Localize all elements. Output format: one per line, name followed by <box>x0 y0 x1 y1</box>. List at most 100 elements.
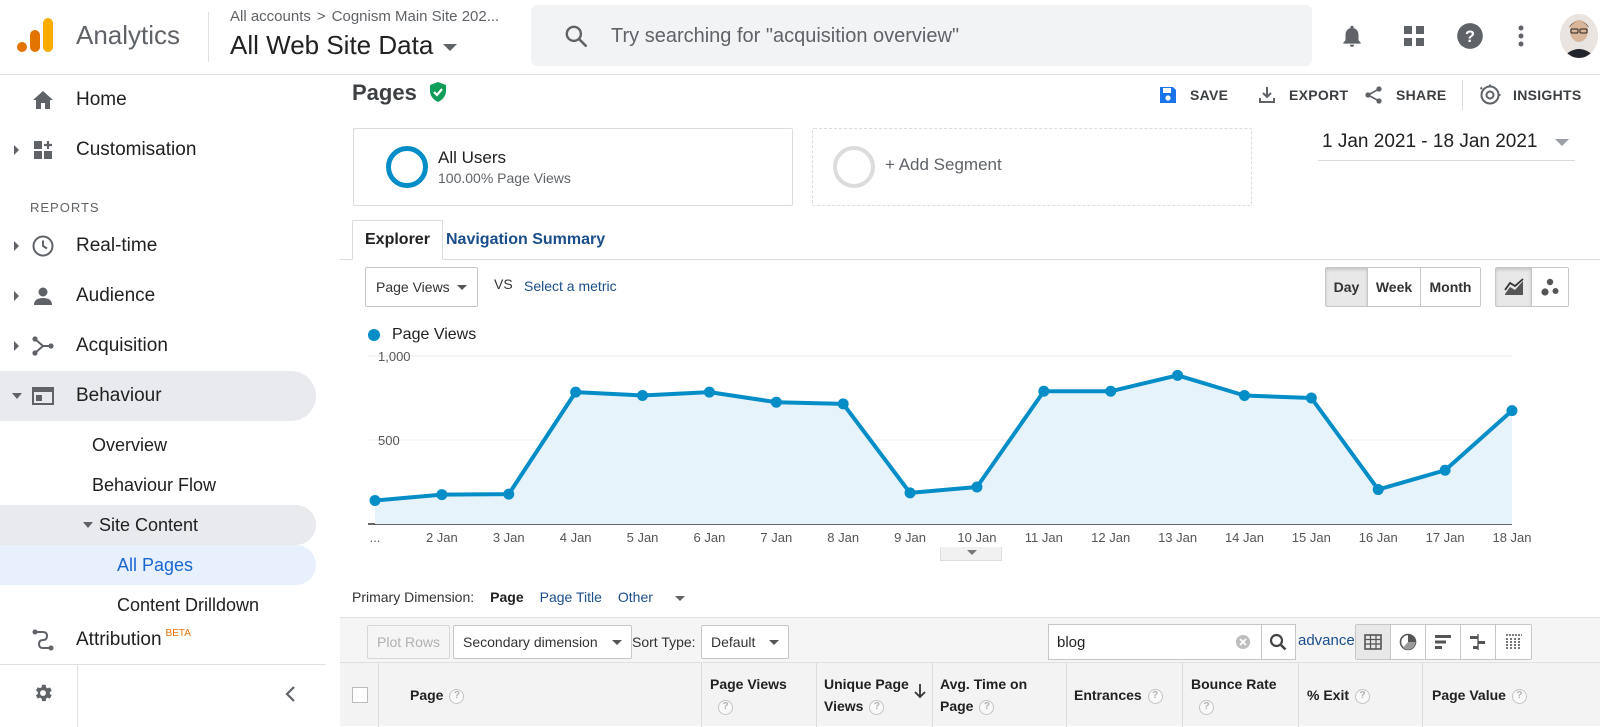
help-question-icon[interactable]: ? <box>1147 688 1163 704</box>
share-button[interactable]: SHARE <box>1364 81 1447 109</box>
sidebar-item-behaviour-flow[interactable]: Behaviour Flow <box>92 474 217 495</box>
search-input[interactable] <box>611 19 1271 53</box>
column-header-bounce-rate[interactable]: Bounce Rate? <box>1191 673 1277 717</box>
help-question-icon[interactable]: ? <box>979 699 995 715</box>
day-button[interactable]: Day <box>1326 268 1368 306</box>
notifications-bell-icon[interactable] <box>1336 20 1368 52</box>
expand-arrow-icon <box>14 145 19 155</box>
help-question-icon[interactable]: ? <box>1199 699 1214 715</box>
column-header-label: Page <box>940 698 974 714</box>
column-header-page-value[interactable]: Page Value? <box>1432 684 1527 706</box>
tab-navigation-summary[interactable]: Navigation Summary <box>446 231 606 248</box>
add-segment-card[interactable]: + Add Segment <box>812 128 1252 206</box>
tab-explorer[interactable]: Explorer <box>352 220 443 260</box>
sidebar-item-home[interactable]: Home <box>0 75 326 125</box>
column-header-avg-time-on-page[interactable]: Avg. Time on Page? <box>940 673 1027 717</box>
view-selector[interactable]: All Web Site Data <box>230 30 458 61</box>
sidebar-item-audience[interactable]: Audience <box>0 271 326 321</box>
column-header-page[interactable]: Page? <box>410 684 465 706</box>
pivot-view-button[interactable] <box>1496 625 1531 659</box>
motion-chart-button[interactable] <box>1532 268 1568 306</box>
sort-descending-arrow-icon[interactable] <box>914 683 926 704</box>
breadcrumb-accounts[interactable]: All accounts <box>230 8 311 25</box>
sidebar-item-all-pages[interactable]: All Pages <box>0 545 316 585</box>
more-vert-icon[interactable] <box>1505 20 1537 52</box>
sidebar-item-overview[interactable]: Overview <box>92 434 168 455</box>
sort-type-select[interactable]: Default <box>701 625 790 659</box>
data-point <box>703 386 715 398</box>
sidebar-item-customisation[interactable]: Customisation <box>0 125 326 175</box>
page-title-text: Pages <box>352 80 417 105</box>
filter-input[interactable] <box>1057 631 1227 653</box>
help-icon[interactable]: ? <box>1454 20 1486 52</box>
select-all-checkbox[interactable] <box>352 687 368 703</box>
table-view-button[interactable] <box>1356 625 1391 659</box>
add-segment-label: + Add Segment <box>885 155 1002 174</box>
collapse-sidebar-chevron-icon[interactable] <box>284 685 296 708</box>
column-header-unique-page-views[interactable]: Unique Page Views? <box>824 673 909 717</box>
month-button[interactable]: Month <box>1421 268 1480 306</box>
segment-card-all-users[interactable]: All Users 100.00% Page Views <box>353 128 793 206</box>
insights-button[interactable]: INSIGHTS <box>1479 81 1582 109</box>
y-tick-label: 1,000 <box>378 349 411 364</box>
export-button[interactable]: EXPORT <box>1257 81 1348 109</box>
search-icon <box>563 23 589 54</box>
column-header-page-views[interactable]: Page Views? <box>710 673 787 717</box>
sidebar-item-realtime[interactable]: Real-time <box>0 221 326 271</box>
column-header-exit[interactable]: % Exit? <box>1307 684 1371 706</box>
date-range-picker[interactable]: 1 Jan 2021 - 18 Jan 2021 <box>1318 131 1575 161</box>
settings-gear-icon[interactable] <box>32 682 54 709</box>
granularity-toggle: Day Week Month <box>1325 267 1481 307</box>
sidebar-item-site-content[interactable]: Site Content <box>0 505 316 545</box>
search-bar[interactable] <box>531 5 1312 66</box>
sidebar-item-attribution[interactable]: Attribution BETA <box>0 615 326 665</box>
column-divider <box>1066 663 1067 727</box>
breadcrumb[interactable]: All accounts > Cognism Main Site 202... <box>230 8 499 25</box>
dimension-other[interactable]: Other <box>618 589 701 605</box>
sidebar-item-acquisition[interactable]: Acquisition <box>0 321 326 371</box>
data-point <box>1305 392 1317 404</box>
share-icon <box>1364 85 1384 105</box>
plot-rows-button[interactable]: Plot Rows <box>367 625 451 659</box>
sidebar-item-content-drilldown[interactable]: Content Drilldown <box>117 594 260 615</box>
x-tick-label: 15 Jan <box>1292 530 1331 545</box>
save-button[interactable]: SAVE <box>1158 81 1228 109</box>
column-header-entrances[interactable]: Entrances? <box>1074 684 1163 706</box>
advanced-filter-link[interactable]: advanced <box>1298 632 1364 649</box>
help-question-icon[interactable]: ? <box>1511 688 1527 704</box>
metric-select[interactable]: Page Views <box>365 267 478 307</box>
dimension-page-title[interactable]: Page Title <box>539 589 602 605</box>
x-tick-label: 9 Jan <box>894 530 926 545</box>
sidebar-item-behaviour[interactable]: Behaviour <box>0 371 316 421</box>
tab-underline <box>340 259 1600 260</box>
data-point <box>971 481 983 493</box>
comparison-view-button[interactable] <box>1461 625 1496 659</box>
week-button[interactable]: Week <box>1368 268 1421 306</box>
help-question-icon[interactable]: ? <box>718 699 733 715</box>
segment-name: All Users <box>438 148 507 167</box>
analytics-logo[interactable] <box>16 16 56 54</box>
save-label: SAVE <box>1190 87 1229 103</box>
line-chart-button[interactable] <box>1496 268 1532 306</box>
help-question-icon[interactable]: ? <box>1355 688 1371 704</box>
dimension-page[interactable]: Page <box>490 589 524 605</box>
help-question-icon[interactable]: ? <box>869 699 885 715</box>
apps-grid-icon[interactable] <box>1398 20 1430 52</box>
select-metric-link[interactable]: Select a metric <box>524 278 617 294</box>
collapse-arrow-icon <box>12 393 22 399</box>
secondary-dimension-select[interactable]: Secondary dimension <box>453 625 632 659</box>
help-question-icon[interactable]: ? <box>449 688 465 704</box>
breadcrumb-property[interactable]: Cognism Main Site 202... <box>331 8 500 25</box>
avatar[interactable] <box>1560 14 1598 58</box>
clear-filter-icon[interactable] <box>1235 634 1251 655</box>
sidebar-item-label: Attribution <box>76 629 162 650</box>
pie-view-button[interactable] <box>1391 625 1426 659</box>
chart-resize-handle[interactable] <box>940 547 1002 561</box>
performance-view-button[interactable] <box>1426 625 1461 659</box>
dimension-other-label: Other <box>617 589 653 605</box>
table-filter[interactable] <box>1048 624 1296 660</box>
search-icon[interactable] <box>1269 633 1287 656</box>
column-header-label: Unique Page <box>824 676 909 692</box>
sidebar: Home Customisation REPORTS Real-time Aud… <box>0 75 326 727</box>
x-tick-label: 17 Jan <box>1426 530 1465 545</box>
